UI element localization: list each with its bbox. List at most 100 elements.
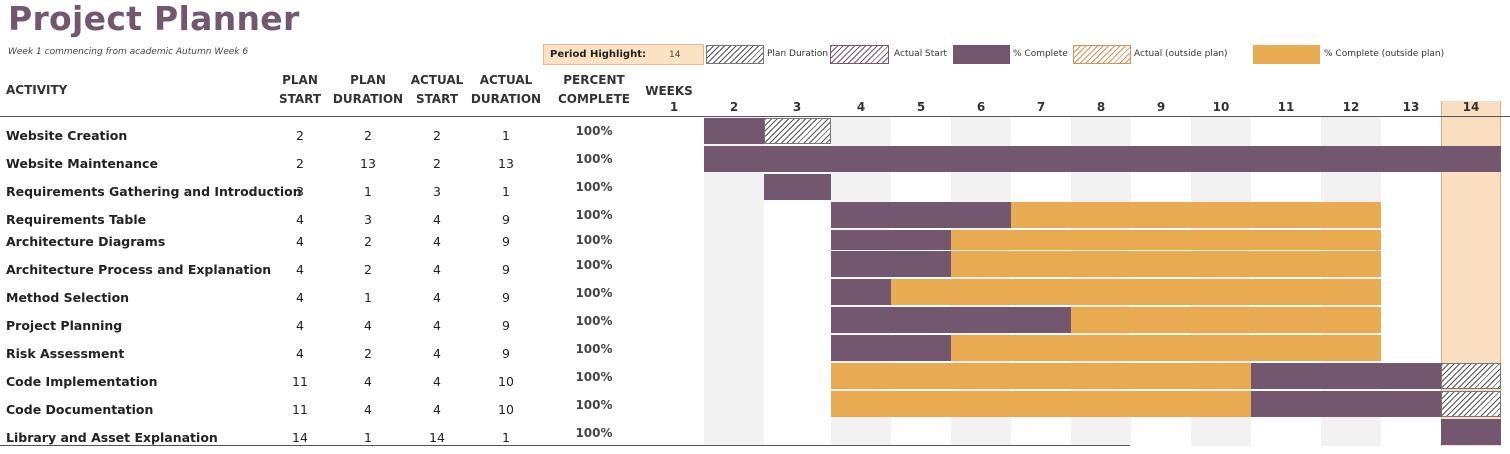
actual-duration-cell[interactable]: 10 xyxy=(498,402,514,417)
plan-start-cell[interactable]: 2 xyxy=(296,156,304,171)
percent-complete-cell[interactable]: 100% xyxy=(575,124,613,138)
percent-complete-cell[interactable]: 100% xyxy=(575,258,613,272)
plan-start-cell[interactable]: 2 xyxy=(296,128,304,143)
actual-start-cell[interactable]: 4 xyxy=(433,346,441,361)
percent-complete-cell[interactable]: 100% xyxy=(575,314,613,328)
actual-duration-cell[interactable]: 9 xyxy=(502,346,510,361)
actual-start-cell[interactable]: 4 xyxy=(433,374,441,389)
week-number-9: 9 xyxy=(1156,100,1166,114)
percent-complete-cell[interactable]: 100% xyxy=(575,426,613,440)
plan-duration-cell[interactable]: 1 xyxy=(364,184,372,199)
plan-start-cell[interactable]: 3 xyxy=(296,184,304,199)
plan-start-cell[interactable]: 4 xyxy=(296,212,304,227)
gantt-bar-complete xyxy=(704,146,1501,172)
week-number-1: 1 xyxy=(669,100,679,114)
plan-start-cell[interactable]: 4 xyxy=(296,262,304,277)
week-number-3: 3 xyxy=(792,100,802,114)
activity-name[interactable]: Architecture Diagrams xyxy=(6,234,166,249)
legend-plan-duration-label: Plan Duration xyxy=(767,49,829,59)
header-plan-duration-line2: DURATION xyxy=(332,92,404,106)
legend-actual-start-label: Actual Start xyxy=(894,49,948,59)
plan-start-cell[interactable]: 4 xyxy=(296,290,304,305)
plan-duration-cell[interactable]: 4 xyxy=(364,318,372,333)
activity-name[interactable]: Website Maintenance xyxy=(6,156,158,171)
gantt-bar-complete xyxy=(704,118,764,144)
activity-name[interactable]: Requirements Gathering and Introduction xyxy=(6,184,302,199)
plan-duration-cell[interactable]: 4 xyxy=(364,374,372,389)
actual-start-cell[interactable]: 4 xyxy=(433,234,441,249)
percent-complete-cell[interactable]: 100% xyxy=(575,286,613,300)
plan-duration-cell[interactable]: 1 xyxy=(364,290,372,305)
plan-start-cell[interactable]: 4 xyxy=(296,234,304,249)
gantt-bar-complete-outside xyxy=(831,391,1251,417)
plan-duration-cell[interactable]: 2 xyxy=(364,128,372,143)
percent-complete-cell[interactable]: 100% xyxy=(575,370,613,384)
plan-duration-cell[interactable]: 2 xyxy=(364,346,372,361)
actual-duration-cell[interactable]: 1 xyxy=(502,184,510,199)
header-plan-duration: PLAN DURATION xyxy=(330,71,406,109)
activity-name[interactable]: Website Creation xyxy=(6,128,128,143)
activity-name[interactable]: Code Documentation xyxy=(6,402,154,417)
week-number-11: 11 xyxy=(1277,100,1295,114)
week-number-6: 6 xyxy=(976,100,986,114)
plan-duration-cell[interactable]: 4 xyxy=(364,402,372,417)
plan-start-cell[interactable]: 4 xyxy=(296,318,304,333)
actual-start-cell[interactable]: 4 xyxy=(433,212,441,227)
actual-duration-cell[interactable]: 9 xyxy=(502,212,510,227)
actual-start-cell[interactable]: 3 xyxy=(433,184,441,199)
actual-start-cell[interactable]: 4 xyxy=(433,318,441,333)
table-bottom-border xyxy=(0,445,1130,446)
plan-duration-cell[interactable]: 2 xyxy=(364,262,372,277)
plan-duration-cell[interactable]: 3 xyxy=(364,212,372,227)
percent-complete-cell[interactable]: 100% xyxy=(575,152,613,166)
gantt-bar-complete xyxy=(831,202,1011,228)
activity-name[interactable]: Architecture Process and Explanation xyxy=(6,262,272,277)
week-number-8: 8 xyxy=(1096,100,1106,114)
plan-duration-cell[interactable]: 1 xyxy=(364,430,372,445)
actual-duration-cell[interactable]: 9 xyxy=(502,318,510,333)
activity-name[interactable]: Library and Asset Explanation xyxy=(6,430,218,445)
week-number-2: 2 xyxy=(729,100,739,114)
activity-name[interactable]: Requirements Table xyxy=(6,212,147,227)
actual-start-cell[interactable]: 2 xyxy=(433,156,441,171)
activity-name[interactable]: Method Selection xyxy=(6,290,130,305)
actual-duration-cell[interactable]: 9 xyxy=(502,234,510,249)
plan-start-cell[interactable]: 14 xyxy=(292,430,308,445)
percent-complete-cell[interactable]: 100% xyxy=(575,398,613,412)
actual-duration-cell[interactable]: 10 xyxy=(498,374,514,389)
actual-duration-cell[interactable]: 1 xyxy=(502,128,510,143)
percent-complete-cell[interactable]: 100% xyxy=(575,208,613,222)
actual-duration-cell[interactable]: 13 xyxy=(498,156,514,171)
header-percent-complete-line1: PERCENT xyxy=(563,73,625,87)
header-activity: ACTIVITY xyxy=(6,83,68,97)
legend-actual-outside-label: Actual (outside plan) xyxy=(1134,49,1228,59)
actual-duration-cell[interactable]: 9 xyxy=(502,290,510,305)
plan-start-cell[interactable]: 11 xyxy=(292,402,308,417)
actual-duration-cell[interactable]: 9 xyxy=(502,262,510,277)
plan-start-cell[interactable]: 4 xyxy=(296,346,304,361)
actual-duration-cell[interactable]: 1 xyxy=(502,430,510,445)
legend-actual-start-swatch xyxy=(830,45,889,64)
plan-start-cell[interactable]: 11 xyxy=(292,374,308,389)
header-actual-start-line1: ACTUAL xyxy=(410,73,464,87)
actual-start-cell[interactable]: 2 xyxy=(433,128,441,143)
activity-name[interactable]: Risk Assessment xyxy=(6,346,125,361)
header-weeks: WEEKS xyxy=(645,84,693,98)
actual-start-cell[interactable]: 4 xyxy=(433,402,441,417)
period-highlight-input[interactable]: 14 xyxy=(669,50,681,60)
percent-complete-cell[interactable]: 100% xyxy=(575,342,613,356)
plan-duration-cell[interactable]: 13 xyxy=(360,156,376,171)
gantt-bar-complete xyxy=(831,279,891,305)
actual-start-cell[interactable]: 14 xyxy=(429,430,445,445)
actual-start-cell[interactable]: 4 xyxy=(433,290,441,305)
header-divider xyxy=(0,116,1510,117)
percent-complete-cell[interactable]: 100% xyxy=(575,233,613,247)
activity-name[interactable]: Code Implementation xyxy=(6,374,158,389)
percent-complete-cell[interactable]: 100% xyxy=(575,180,613,194)
activity-name[interactable]: Project Planning xyxy=(6,318,123,333)
gantt-bar-complete xyxy=(1251,363,1441,389)
actual-start-cell[interactable]: 4 xyxy=(433,262,441,277)
header-actual-duration: ACTUAL DURATION xyxy=(468,71,544,109)
week-number-10: 10 xyxy=(1212,100,1230,114)
plan-duration-cell[interactable]: 2 xyxy=(364,234,372,249)
